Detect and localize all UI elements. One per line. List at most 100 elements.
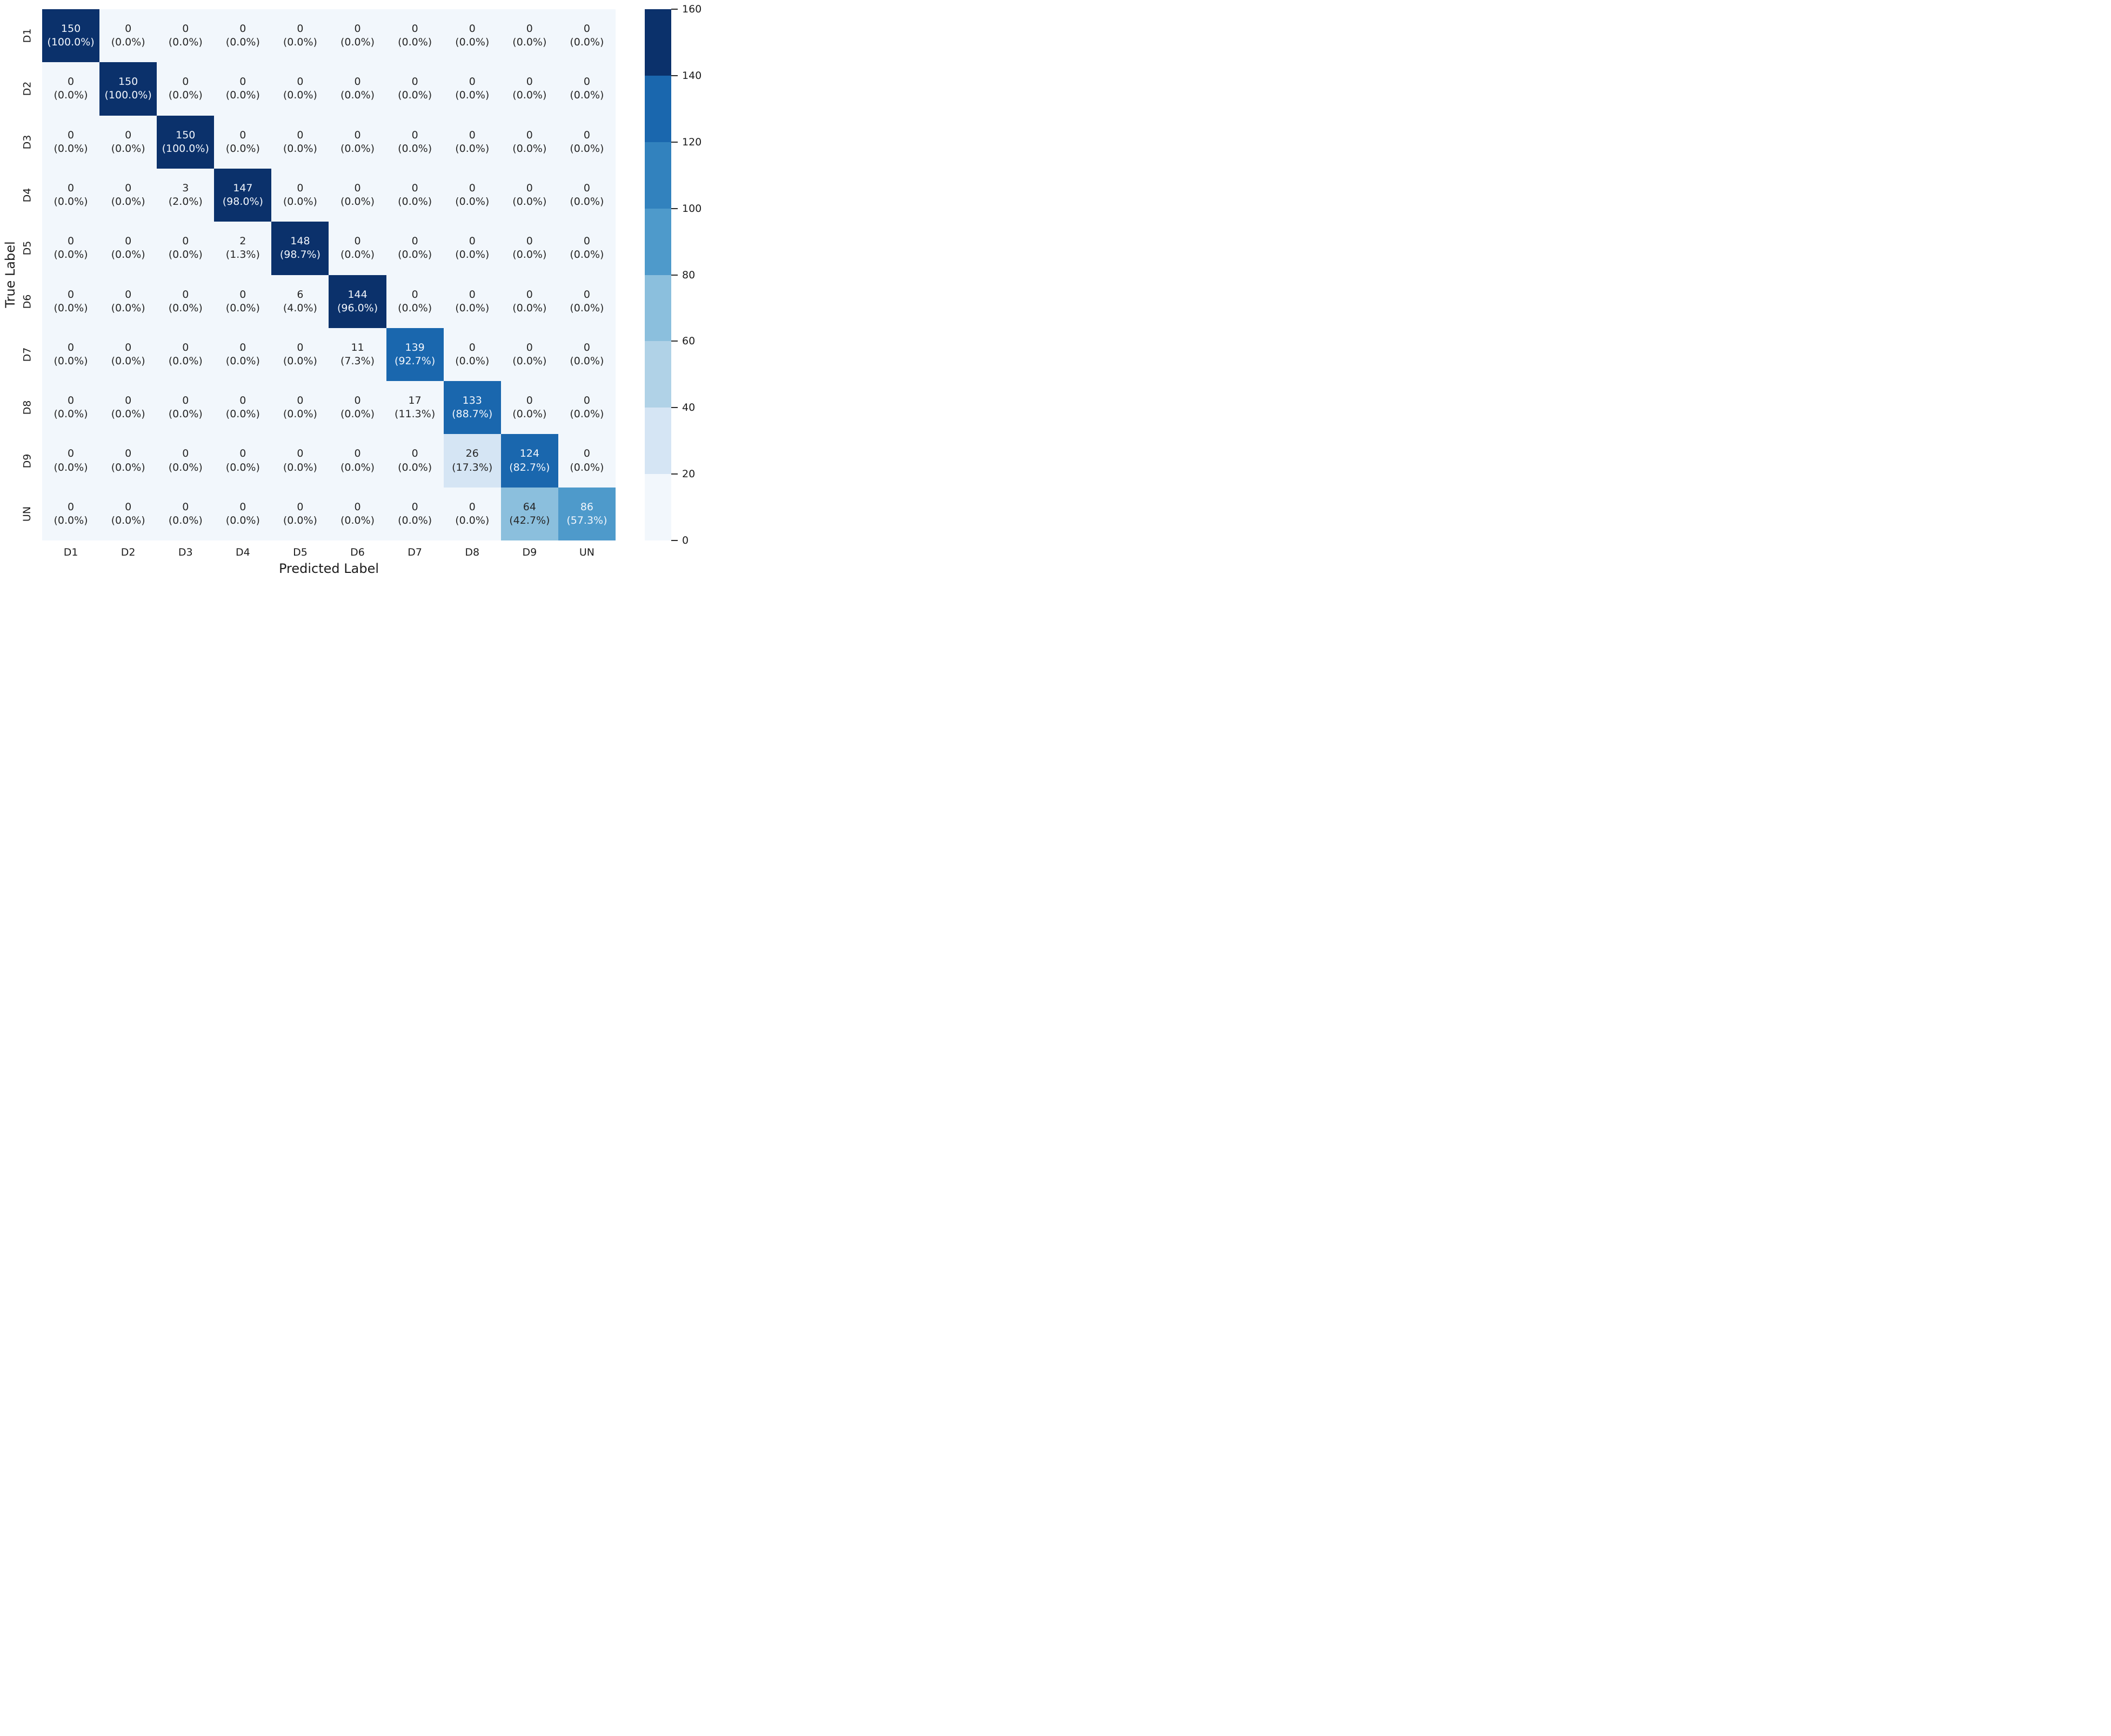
heatmap-cell-D7-D4: 0 (0.0%): [214, 328, 272, 382]
cell-count: 0: [68, 395, 75, 407]
cell-percent: (0.0%): [512, 408, 547, 420]
heatmap-cell-D5-D1: 0 (0.0%): [42, 222, 100, 275]
cell-percent: (0.0%): [168, 408, 203, 420]
y-tick-label-text: D3: [21, 135, 33, 150]
cell-percent: (0.0%): [168, 89, 203, 102]
heatmap-cell-D5-D5: 148 (98.7%): [271, 222, 329, 275]
cell-count: 0: [125, 235, 132, 248]
cell-percent: (0.0%): [455, 514, 490, 526]
cell-count: 0: [68, 235, 75, 248]
heatmap-cell-D4-D4: 147 (98.0%): [214, 168, 272, 222]
cell-percent: (0.0%): [340, 461, 375, 473]
cell-percent: (0.0%): [340, 89, 375, 102]
y-tick-label-text: D4: [21, 188, 33, 203]
heatmap-cell-D9-D9: 124 (82.7%): [500, 434, 558, 488]
heatmap-cell-D1-D4: 0 (0.0%): [214, 9, 272, 63]
cell-percent: (0.0%): [111, 514, 145, 526]
heatmap-cell-D1-D3: 0 (0.0%): [157, 9, 215, 63]
cell-count: 0: [411, 448, 418, 460]
colorbar-tick-160: 160: [671, 3, 702, 15]
cell-percent: (0.0%): [340, 408, 375, 420]
cell-count: 0: [354, 235, 361, 248]
colorbar-tick-label: 60: [682, 335, 696, 348]
cell-count: 0: [583, 129, 590, 141]
cell-percent: (0.0%): [168, 249, 203, 261]
colorbar-tick-label: 80: [682, 269, 696, 281]
heatmap-cell-D5-D7: 0 (0.0%): [386, 222, 444, 275]
cell-count: 150: [176, 129, 196, 141]
heatmap-cell-D3-D3: 150 (100.0%): [157, 115, 215, 169]
y-tick-label-text: UN: [21, 506, 33, 522]
colorbar-tick-label: 160: [682, 3, 702, 15]
cell-count: 0: [583, 182, 590, 194]
cell-percent: (82.7%): [509, 461, 550, 473]
cell-percent: (42.7%): [509, 514, 550, 526]
heatmap-cell-D3-D6: 0 (0.0%): [329, 115, 386, 169]
heatmap-cell-D8-UN: 0 (0.0%): [558, 381, 616, 435]
cell-percent: (0.0%): [570, 249, 604, 261]
cell-percent: (0.0%): [225, 408, 260, 420]
cell-percent: (0.0%): [570, 302, 604, 314]
cell-percent: (0.0%): [283, 142, 317, 155]
x-tick-label-D7: D7: [407, 546, 422, 558]
cell-count: 0: [182, 341, 189, 353]
cell-percent: (0.0%): [570, 89, 604, 102]
heatmap-cell-D5-D2: 0 (0.0%): [99, 222, 157, 275]
colorbar-segments: [645, 9, 671, 540]
heatmap-cell-D1-D6: 0 (0.0%): [329, 9, 386, 63]
cell-count: 0: [125, 129, 132, 141]
cell-percent: (0.0%): [455, 142, 490, 155]
colorbar-tick-0: 0: [671, 535, 689, 546]
heatmap-cell-D5-D3: 0 (0.0%): [157, 222, 215, 275]
colorbar-tick-mark: [671, 75, 678, 76]
cell-percent: (0.0%): [398, 249, 432, 261]
heatmap-cell-D5-D8: 0 (0.0%): [443, 222, 501, 275]
y-tick-label-text: D7: [21, 347, 33, 362]
colorbar-segment-5: [645, 142, 671, 209]
cell-percent: (0.0%): [111, 461, 145, 473]
cell-count: 148: [290, 235, 310, 248]
y-tick-label-D4: D4: [16, 169, 38, 222]
cell-percent: (0.0%): [512, 302, 547, 314]
heatmap-cell-D4-D2: 0 (0.0%): [99, 168, 157, 222]
cell-count: 0: [182, 23, 189, 35]
heatmap-cell-D8-D2: 0 (0.0%): [99, 381, 157, 435]
cell-percent: (0.0%): [398, 514, 432, 526]
heatmap-cell-D7-D7: 139 (92.7%): [386, 328, 444, 382]
cell-count: 0: [469, 23, 476, 35]
colorbar-tick-80: 80: [671, 269, 695, 281]
colorbar-tick-120: 120: [671, 136, 702, 148]
colorbar-segment-1: [645, 408, 671, 475]
cell-count: 0: [354, 500, 361, 513]
heatmap-cell-UN-D1: 0 (0.0%): [42, 487, 100, 540]
y-tick-label-D8: D8: [16, 381, 38, 434]
y-tick-label-D6: D6: [16, 275, 38, 328]
heatmap-cell-D5-D4: 2 (1.3%): [214, 222, 272, 275]
cell-percent: (1.3%): [225, 249, 260, 261]
cell-count: 0: [354, 76, 361, 88]
heatmap-cell-UN-D2: 0 (0.0%): [99, 487, 157, 540]
cell-count: 26: [465, 448, 479, 460]
cell-percent: (0.0%): [54, 89, 88, 102]
x-tick-label-D6: D6: [350, 546, 365, 558]
cell-count: 133: [462, 395, 482, 407]
heatmap-cell-D6-D9: 0 (0.0%): [500, 275, 558, 328]
cell-count: 0: [354, 395, 361, 407]
heatmap-cell-D2-UN: 0 (0.0%): [558, 62, 616, 116]
heatmap-cell-D4-UN: 0 (0.0%): [558, 168, 616, 222]
colorbar-tick-60: 60: [671, 335, 695, 347]
cell-percent: (100.0%): [47, 36, 95, 49]
colorbar-segment-4: [645, 208, 671, 275]
colorbar-tick-100: 100: [671, 203, 702, 215]
x-tick-label-D1: D1: [63, 546, 78, 558]
cell-percent: (0.0%): [512, 249, 547, 261]
heatmap-cell-D8-D6: 0 (0.0%): [329, 381, 386, 435]
cell-count: 3: [182, 182, 189, 194]
cell-count: 0: [125, 395, 132, 407]
y-axis-tick-labels: D1 D2 D3 D4 D5 D6 D7 D8 D9 UN: [16, 9, 38, 540]
cell-percent: (57.3%): [566, 514, 607, 526]
heatmap-cell-D4-D1: 0 (0.0%): [42, 168, 100, 222]
cell-percent: (0.0%): [455, 196, 490, 208]
cell-count: 0: [469, 288, 476, 301]
heatmap-cell-D9-D7: 0 (0.0%): [386, 434, 444, 488]
